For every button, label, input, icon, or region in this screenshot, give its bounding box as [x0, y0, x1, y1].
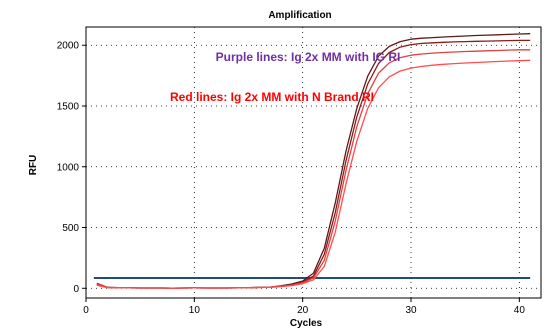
amplification-curve-4	[96, 59, 531, 289]
y-tick-label: 500	[62, 223, 79, 234]
x-tick-label: 0	[83, 305, 89, 316]
axis-ticks: 0 10 20 30 40 0 500 1000 1500 2000	[57, 41, 526, 316]
y-tick-label: 1000	[57, 162, 80, 173]
annotation-purple-lines: Purple lines: Ig 2x MM with IG RI	[216, 50, 401, 64]
x-tick-label: 40	[514, 305, 526, 316]
chart-title: Amplification	[268, 10, 331, 21]
y-tick-label: 2000	[57, 41, 80, 52]
amplification-curve-2	[96, 39, 531, 289]
series-layer	[96, 33, 531, 289]
amplification-curve-1	[96, 33, 531, 289]
annotation-red-lines: Red lines: Ig 2x MM with N Brand RI	[170, 90, 374, 104]
x-tick-label: 20	[297, 305, 309, 316]
y-tick-label: 0	[73, 284, 79, 295]
x-tick-label: 30	[405, 305, 417, 316]
plot-frame	[85, 26, 542, 299]
x-tick-label: 10	[189, 305, 201, 316]
amplification-curve-3	[96, 49, 531, 289]
grid	[86, 27, 541, 298]
y-axis-label: RFU	[28, 155, 39, 176]
x-axis-label: Cycles	[290, 318, 323, 329]
y-tick-label: 1500	[57, 101, 80, 112]
